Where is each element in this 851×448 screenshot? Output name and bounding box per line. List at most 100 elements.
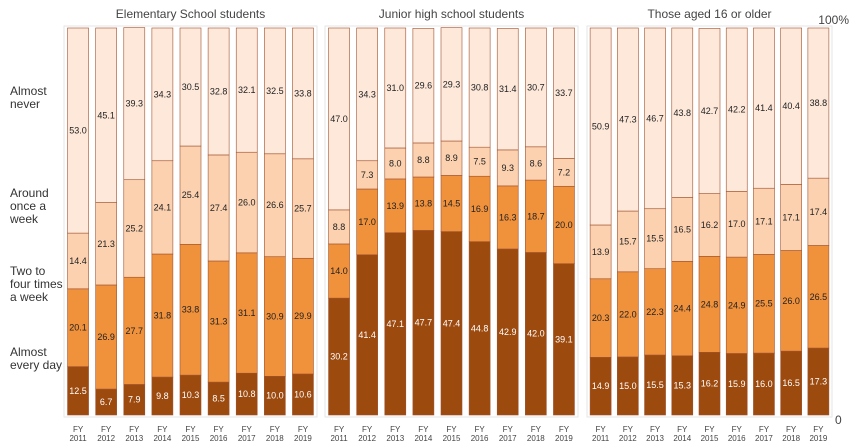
x-tick-label: FY 2014 [153, 425, 171, 443]
x-tick-label: FY 2019 [294, 425, 312, 443]
data-label: 17.0 [358, 217, 376, 227]
data-label: 26.0 [782, 296, 800, 306]
x-tick-label: FY 2012 [619, 425, 637, 443]
axis-bottom-label: 0 [835, 413, 842, 427]
data-label: 30.7 [527, 82, 545, 92]
category-label: Almost never [10, 84, 47, 111]
data-label: 38.8 [810, 98, 828, 108]
data-label: 47.1 [387, 319, 405, 329]
data-label: 7.9 [128, 395, 141, 405]
data-label: 16.9 [471, 204, 489, 214]
data-label: 7.3 [361, 170, 374, 180]
data-label: 42.0 [527, 329, 545, 339]
bar-segment [496, 28, 519, 151]
category-label: Almost every day [10, 345, 62, 372]
data-label: 25.2 [126, 223, 144, 233]
x-tick-label: FY 2016 [471, 425, 489, 443]
data-label: 13.9 [387, 201, 405, 211]
data-label: 29.3 [443, 79, 461, 89]
data-label: 8.9 [445, 153, 458, 163]
x-tick-label: FY 2012 [358, 425, 376, 443]
data-label: 31.0 [387, 83, 405, 93]
panel-title: Elementary School students [116, 7, 265, 21]
data-label: 12.5 [69, 386, 87, 396]
x-tick-label: FY 2014 [673, 425, 691, 443]
x-tick-label: FY 2019 [809, 425, 827, 443]
x-tick-label: FY 2016 [728, 425, 746, 443]
bar-segment [412, 28, 435, 144]
data-label: 47.7 [415, 318, 433, 328]
data-label: 16.3 [499, 212, 517, 222]
data-label: 20.1 [69, 323, 87, 333]
x-tick-label: FY 2017 [238, 425, 256, 443]
x-tick-label: FY 2015 [443, 425, 461, 443]
data-label: 46.7 [646, 113, 664, 123]
data-label: 47.3 [619, 115, 637, 125]
data-label: 10.3 [182, 390, 200, 400]
data-label: 27.7 [126, 326, 144, 336]
data-label: 34.3 [154, 89, 172, 99]
data-label: 25.7 [294, 204, 312, 214]
data-label: 17.3 [810, 377, 828, 387]
data-label: 20.3 [592, 313, 610, 323]
data-label: 33.8 [294, 88, 312, 98]
x-tick-label: FY 2015 [182, 425, 200, 443]
data-label: 24.8 [701, 299, 719, 309]
data-label: 13.8 [415, 199, 433, 209]
data-label: 44.8 [471, 323, 489, 333]
data-label: 14.9 [592, 381, 610, 391]
x-tick-label: FY 2018 [527, 425, 545, 443]
panel-title: Those aged 16 or older [647, 7, 771, 21]
data-label: 16.5 [782, 378, 800, 388]
data-label: 8.8 [333, 222, 346, 232]
bar-segment [671, 27, 694, 198]
bar-segment [207, 27, 230, 156]
data-label: 32.8 [210, 86, 228, 96]
bars [67, 27, 830, 416]
bar-segment [644, 27, 666, 210]
data-label: 16.0 [755, 379, 773, 389]
data-label: 40.4 [782, 101, 800, 111]
labels: Elementary School students 12.5 20.1 14.4 53… [9, 7, 849, 443]
x-tick-label: FY 2013 [646, 425, 664, 443]
data-label: 9.3 [501, 163, 514, 173]
data-label: 21.3 [97, 239, 115, 249]
category-label: Around once a week [9, 186, 49, 226]
category-label: Two to four times a week [10, 264, 63, 304]
data-label: 31.1 [238, 308, 256, 318]
data-label: 6.7 [100, 397, 113, 407]
bar-segment [264, 27, 286, 155]
bar-segment [123, 27, 146, 181]
x-tick-label: FY 2017 [499, 425, 517, 443]
bar-segment [95, 27, 117, 203]
panel-title: Junior high school students [379, 7, 524, 21]
data-label: 14.5 [443, 199, 461, 209]
x-tick-label: FY 2013 [125, 425, 143, 443]
bar-segment [617, 27, 639, 212]
data-label: 30.5 [182, 82, 200, 92]
bar-segment [525, 27, 547, 148]
bar-segment [468, 27, 491, 148]
data-label: 26.6 [266, 200, 284, 210]
bar-segment [725, 27, 748, 192]
data-label: 14.0 [330, 266, 348, 276]
data-label: 16.2 [701, 220, 719, 230]
x-tick-label: FY 2011 [330, 425, 348, 443]
data-label: 24.1 [154, 202, 172, 212]
data-label: 33.8 [182, 305, 200, 315]
x-tick-label: FY 2011 [592, 425, 610, 443]
data-label: 41.4 [358, 330, 376, 340]
data-label: 47.4 [443, 318, 461, 328]
data-label: 27.4 [210, 203, 228, 213]
data-label: 15.5 [646, 380, 664, 390]
data-label: 24.4 [674, 304, 692, 314]
x-tick-label: FY 2013 [386, 425, 404, 443]
data-label: 17.0 [728, 219, 746, 229]
data-label: 29.6 [415, 81, 433, 91]
data-label: 45.1 [97, 110, 115, 120]
data-label: 8.8 [417, 155, 430, 165]
data-label: 22.3 [646, 307, 664, 317]
data-label: 9.8 [156, 391, 169, 401]
bar-segment [67, 27, 89, 234]
data-label: 43.8 [674, 108, 692, 118]
